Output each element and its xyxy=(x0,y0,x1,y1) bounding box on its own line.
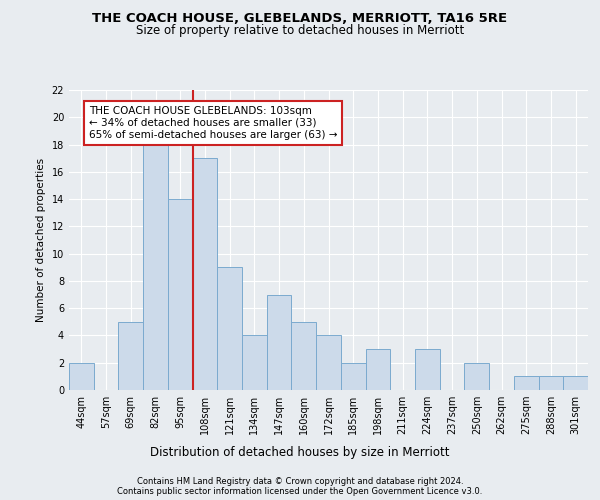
Bar xyxy=(143,144,168,390)
Bar xyxy=(415,349,440,390)
Bar xyxy=(292,322,316,390)
Text: THE COACH HOUSE GLEBELANDS: 103sqm
← 34% of detached houses are smaller (33)
65%: THE COACH HOUSE GLEBELANDS: 103sqm ← 34%… xyxy=(89,106,337,140)
Bar xyxy=(242,336,267,390)
Text: Contains HM Land Registry data © Crown copyright and database right 2024.: Contains HM Land Registry data © Crown c… xyxy=(137,476,463,486)
Bar xyxy=(341,362,365,390)
Bar xyxy=(267,294,292,390)
Text: Contains public sector information licensed under the Open Government Licence v3: Contains public sector information licen… xyxy=(118,486,482,496)
Bar xyxy=(365,349,390,390)
Bar xyxy=(316,336,341,390)
Bar xyxy=(168,199,193,390)
Bar xyxy=(464,362,489,390)
Text: Size of property relative to detached houses in Merriott: Size of property relative to detached ho… xyxy=(136,24,464,37)
Bar xyxy=(118,322,143,390)
Text: Distribution of detached houses by size in Merriott: Distribution of detached houses by size … xyxy=(150,446,450,459)
Text: THE COACH HOUSE, GLEBELANDS, MERRIOTT, TA16 5RE: THE COACH HOUSE, GLEBELANDS, MERRIOTT, T… xyxy=(92,12,508,26)
Y-axis label: Number of detached properties: Number of detached properties xyxy=(36,158,46,322)
Bar xyxy=(563,376,588,390)
Bar xyxy=(539,376,563,390)
Bar xyxy=(69,362,94,390)
Bar xyxy=(217,268,242,390)
Bar xyxy=(514,376,539,390)
Bar xyxy=(193,158,217,390)
